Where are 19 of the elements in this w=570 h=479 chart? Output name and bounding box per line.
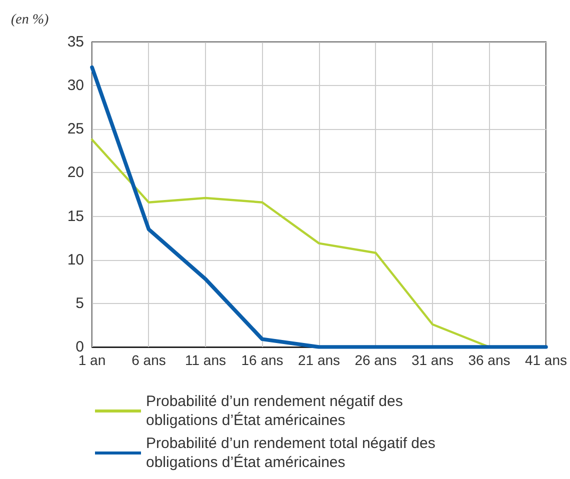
y-tick-label: 15: [67, 208, 84, 225]
y-tick-label: 25: [67, 120, 84, 138]
x-tick-label: 26 ans: [354, 352, 397, 368]
y-tick-label: 35: [67, 34, 84, 50]
y-tick-label: 20: [67, 164, 84, 182]
x-tick-label: 16 ans: [241, 352, 284, 368]
x-tick-label: 41 ans: [524, 352, 568, 368]
legend-label: Probabilité d’un rendement négatif des obligations d’État américaines: [146, 393, 408, 429]
x-tick-label: 36 ans: [468, 352, 510, 368]
line-series: [90, 65, 548, 349]
x-tick-label: 21 ans: [298, 352, 340, 368]
x-tick-label: 11 ans: [184, 352, 226, 368]
x-tick-label: 31 ans: [411, 352, 454, 368]
y-axis-title: (en %): [11, 12, 50, 28]
x-tick-label: 6 ans: [132, 352, 166, 368]
y-tick-label: 5: [76, 294, 84, 312]
y-tick-label: 10: [67, 251, 84, 268]
legend-label: Probabilité d’un rendement total négatif des obligations d’État américaines: [146, 435, 440, 471]
y-tick-label: 30: [67, 77, 84, 94]
